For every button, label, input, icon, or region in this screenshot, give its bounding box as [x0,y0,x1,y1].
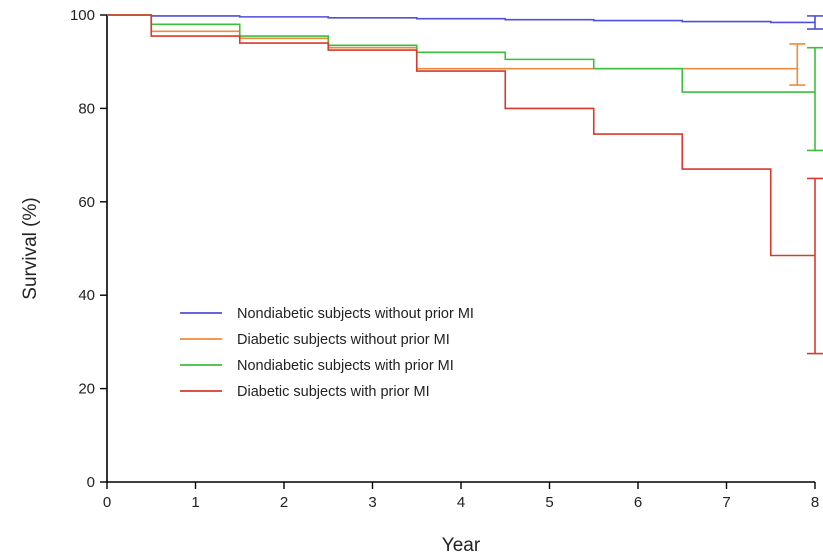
series-line-2 [107,14,798,70]
legend-label-2: Diabetic subjects without prior MI [237,332,450,348]
y-tick-label: 40 [78,287,95,304]
y-tick-label: 20 [78,381,95,398]
x-tick-label: 7 [722,494,730,511]
legend-label-1: Nondiabetic subjects without prior MI [237,306,474,322]
y-axis-label: Survival (%) [20,197,41,299]
x-tick-label: 4 [457,494,465,511]
x-tick-label: 0 [103,494,111,511]
series-line-4 [107,14,815,257]
y-tick-label: 60 [78,194,95,211]
x-axis-label: Year [442,535,481,556]
x-tick-label: 1 [191,494,199,511]
series-line-1 [107,14,815,24]
series-line-3 [107,14,815,93]
legend-label-4: Diabetic subjects with prior MI [237,384,430,400]
legend-label-3: Nondiabetic subjects with prior MI [237,358,454,374]
series-layer [107,14,823,355]
x-tick-label: 8 [811,494,819,511]
x-tick-label: 2 [280,494,288,511]
legend: Nondiabetic subjects without prior MI Dia… [180,306,474,400]
x-tick-label: 6 [634,494,642,511]
x-tick-label: 5 [545,494,553,511]
x-tick-label: 3 [368,494,376,511]
y-tick-label: 80 [78,100,95,117]
y-tick-label: 100 [70,7,95,24]
y-tick-label: 0 [87,474,95,491]
